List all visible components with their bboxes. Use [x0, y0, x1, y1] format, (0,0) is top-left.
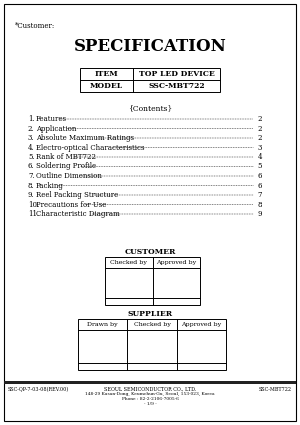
Text: 2: 2 [257, 115, 262, 123]
Text: 2: 2 [257, 134, 262, 142]
Text: TOP LED DEVICE: TOP LED DEVICE [139, 70, 214, 78]
Text: 9.: 9. [28, 191, 35, 199]
Bar [78, 319, 226, 370]
Text: 5.: 5. [28, 153, 35, 161]
Text: SSC-MBT722: SSC-MBT722 [259, 387, 292, 392]
Text: 8: 8 [257, 201, 262, 209]
Text: - 1/9 -: - 1/9 - [144, 402, 156, 406]
Text: Outline Dimension: Outline Dimension [36, 172, 102, 180]
Text: Packing: Packing [36, 181, 64, 190]
Text: 7: 7 [257, 191, 262, 199]
Bar [80, 68, 220, 92]
Text: Phone : 82-2-2106-7005-6: Phone : 82-2-2106-7005-6 [122, 397, 178, 401]
Text: 6: 6 [257, 172, 262, 180]
Text: Reel Packing Structure: Reel Packing Structure [36, 191, 118, 199]
Text: Approved by: Approved by [156, 260, 196, 265]
Text: 4.: 4. [28, 144, 35, 151]
Text: Approved by: Approved by [181, 322, 221, 327]
Text: 11.: 11. [28, 210, 39, 218]
Text: Application: Application [36, 125, 76, 133]
Text: ITEM: ITEM [95, 70, 118, 78]
Text: SUPPLIER: SUPPLIER [128, 310, 172, 318]
Text: Features: Features [36, 115, 67, 123]
Text: 8.: 8. [28, 181, 35, 190]
Text: SPECIFICATION: SPECIFICATION [74, 38, 226, 55]
Text: Characteristic Diagram: Characteristic Diagram [36, 210, 120, 218]
Text: 5: 5 [257, 162, 262, 170]
Text: Precautions for Use: Precautions for Use [36, 201, 106, 209]
Text: MODEL: MODEL [90, 82, 123, 90]
Text: CUSTOMER: CUSTOMER [124, 248, 176, 256]
Text: 148-29 Kasan-Dong, Keumchun-Gu, Seoul, 153-023, Korea: 148-29 Kasan-Dong, Keumchun-Gu, Seoul, 1… [85, 392, 215, 396]
Text: Checked by: Checked by [134, 322, 170, 327]
Bar [105, 257, 200, 305]
Text: 6: 6 [257, 181, 262, 190]
Text: SEOUL SEMICONDUCTOR CO., LTD.: SEOUL SEMICONDUCTOR CO., LTD. [104, 387, 196, 392]
Bar [4, 381, 296, 384]
Text: Absolute Maximum Ratings: Absolute Maximum Ratings [36, 134, 134, 142]
Text: *Customer:: *Customer: [15, 22, 55, 30]
Text: Rank of MBT722: Rank of MBT722 [36, 153, 96, 161]
Text: Drawn by: Drawn by [87, 322, 118, 327]
Text: Checked by: Checked by [110, 260, 147, 265]
Text: 2.: 2. [28, 125, 35, 133]
Text: 6.: 6. [28, 162, 35, 170]
Text: SSC-QP-7-03-08(REV.00): SSC-QP-7-03-08(REV.00) [8, 387, 69, 392]
Text: 4: 4 [257, 153, 262, 161]
Text: 2: 2 [257, 125, 262, 133]
Text: Electro-optical Characteristics: Electro-optical Characteristics [36, 144, 145, 151]
Text: {Contents}: {Contents} [128, 104, 172, 112]
Text: 10.: 10. [28, 201, 39, 209]
Text: 3: 3 [258, 144, 262, 151]
Text: 9: 9 [257, 210, 262, 218]
Text: Soldering Profile: Soldering Profile [36, 162, 96, 170]
Text: 3.: 3. [28, 134, 34, 142]
Text: 7.: 7. [28, 172, 35, 180]
Text: SSC-MBT722: SSC-MBT722 [148, 82, 205, 90]
Text: 1.: 1. [28, 115, 35, 123]
